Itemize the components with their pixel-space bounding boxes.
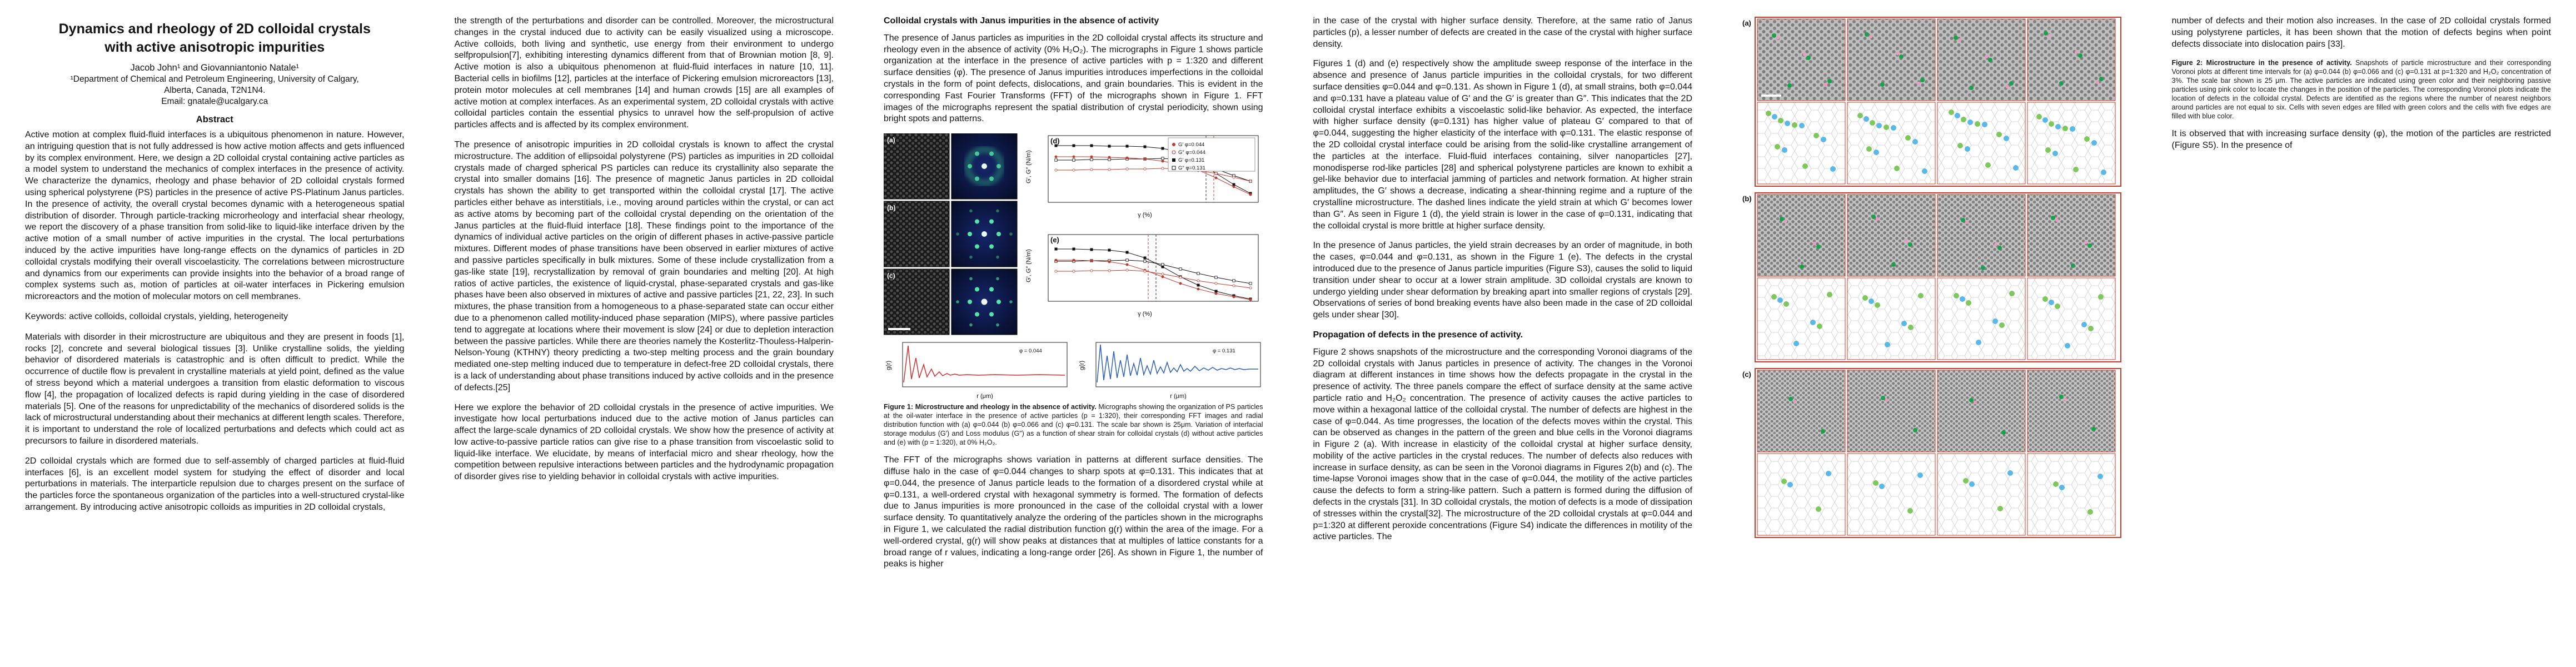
plot-e-amplitude-sweep: (e) γ (%) G′, G″ (N/m) [1025,234,1259,317]
page-6: number of defects and their motion also … [2147,0,2576,667]
figure-2-panel-a: (a) [1742,17,2121,187]
panel-label-c: (c) [1742,370,1751,379]
fft-b [951,201,1018,267]
svg-text:G′ φ=0.044: G′ φ=0.044 [1178,142,1204,148]
figure-1: (a) (b) (c) [884,133,1263,399]
body-paragraph: In the presence of Janus particles, the … [1313,241,1693,320]
authors: Jacob John¹ and Giovanniantonio Natale¹ [130,63,300,73]
section-heading-propagation-defects: Propagation of defects in the presence o… [1313,330,1523,340]
panel-label-e: (e) [1050,236,1059,244]
page-5: (a) (b) [1717,0,2147,667]
figure-2: (a) (b) [1742,17,2122,538]
figure-1-caption: Figure 1: Microstructure and rheology in… [884,402,1263,447]
affiliation-line1: ¹Department of Chemical and Petroleum En… [70,74,359,84]
body-paragraph: Here we explore the behavior of 2D collo… [454,402,834,482]
plot-e-ylabel: G′, G″ (N/m) [1025,249,1032,282]
paper-title: Dynamics and rheology of 2D colloidal cr… [25,20,405,56]
section-heading-janus-impurities: Colloidal crystals with Janus impurities… [884,16,1159,26]
body-paragraph: Figures 1 (d) and (e) respectively show … [1313,59,1693,231]
plot-d-legend: G′ φ=0.044 G″ φ=0.044 G′ φ=0.131 G″ φ=0.… [1168,137,1255,172]
figure-2-caption: Figure 2: Microstructure in the presence… [2172,58,2552,121]
affiliation-line2: Alberta, Canada, T2N1N4. [164,86,266,95]
figure-2-panel-b: (b) [1742,192,2121,362]
scale-bar [1761,94,1781,97]
plot-d-xlabel: γ (%) [1138,212,1152,218]
micrograph-a [884,133,950,200]
figure-2-caption-lead: Figure 2: Microstructure in the presence… [2171,59,2352,67]
abstract-text: Active motion at complex fluid-fluid int… [25,130,405,302]
panel-label-b: (b) [1742,195,1752,203]
email-address[interactable]: Email: gnatale@ucalgary.ca [161,97,268,106]
paper-title-line2: with active anisotropic impurities [104,39,325,55]
figure-1-graphic: (a) (b) (c) [884,133,1261,399]
page-4: in the case of the crystal with higher s… [1288,0,1718,667]
gr-plot-high-density: φ = 0.131 r (μm) g(r) [1079,342,1261,399]
body-paragraph: It is observed that with increasing surf… [2171,129,2552,151]
figure-1-caption-lead: Figure 1: Microstructure and rheology in… [884,403,1097,411]
scale-bar [888,328,910,331]
svg-text:G″ φ=0.044: G″ φ=0.044 [1178,150,1205,156]
abstract-heading: Abstract [196,115,233,125]
gr-right-xlabel: r (μm) [1170,393,1187,399]
body-paragraph: Figure 2 shows snapshots of the microstr… [1313,347,1693,542]
gr-right-ylabel: g(r) [1079,361,1085,370]
gr-left-label: φ = 0.044 [1019,348,1042,354]
page-2: the strength of the perturbations and di… [430,0,859,667]
panel-label-c: (c) [887,272,895,280]
page-3: Colloidal crystals with Janus impurities… [859,0,1288,667]
body-paragraph: the strength of the perturbations and di… [454,16,834,130]
body-paragraph: The FFT of the micrographs shows variati… [884,455,1263,569]
gr-right-label: φ = 0.131 [1213,348,1235,354]
plot-d-ylabel: G′, G″ (N/m) [1025,150,1032,183]
body-paragraph: The presence of anisotropic impurities i… [454,140,834,392]
panel-label-a: (a) [1742,19,1751,27]
figure-2-caption-body: Snapshots of particle microstructure and… [2171,59,2552,121]
micrograph-c [884,268,950,335]
plot-e-xlabel: γ (%) [1138,311,1152,317]
figure-1-caption-body: Micrographs showing the organization of … [884,403,1263,447]
panel-label-d: (d) [1050,137,1060,145]
figure-2-panel-c: (c) [1742,368,2121,538]
gr-left-ylabel: g(r) [885,361,892,370]
paper-title-line1: Dynamics and rheology of 2D colloidal cr… [58,21,371,37]
micrograph-b [884,201,950,267]
fft-c [951,268,1018,335]
panel-label-b: (b) [887,204,895,212]
gr-left-xlabel: r (μm) [976,393,993,399]
plot-d-amplitude-sweep: (d) G′ φ=0.044 G″ φ=0.044 G′ φ=0.131 G″ … [1025,135,1259,218]
panel-label-a: (a) [887,136,895,144]
body-paragraph: number of defects and their motion also … [2171,16,2552,49]
body-paragraph: in the case of the crystal with higher s… [1313,16,1693,49]
svg-text:G″ φ=0.131: G″ φ=0.131 [1178,165,1205,171]
page-1: Dynamics and rheology of 2D colloidal cr… [0,0,430,667]
svg-text:G′ φ=0.131: G′ φ=0.131 [1178,157,1204,163]
fft-a [951,133,1018,200]
body-paragraph: The presence of Janus particles as impur… [884,33,1263,124]
keywords: Keywords: active colloids, colloidal cry… [25,311,288,321]
body-paragraph: Materials with disorder in their microst… [25,332,405,446]
gr-plot-low-density: φ = 0.044 r (μm) g(r) [885,342,1068,399]
body-paragraph: 2D colloidal crystals which are formed d… [25,456,405,512]
